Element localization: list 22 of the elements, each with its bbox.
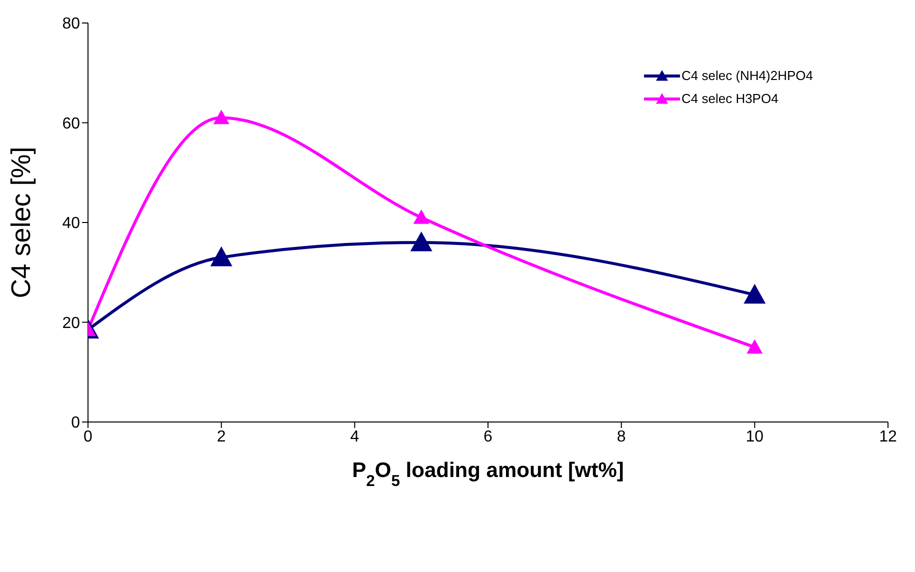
y-tick-label: 20 [62, 314, 80, 332]
y-tick-label: 0 [71, 414, 80, 432]
x-tick-label: 6 [484, 428, 493, 446]
point [410, 231, 432, 252]
x-tick-label: 4 [350, 428, 360, 446]
y-tick-label: 80 [62, 16, 80, 33]
x-tick-label: 2 [216, 428, 226, 446]
x-tick-label: 8 [616, 428, 626, 446]
point [744, 284, 766, 304]
legend-label: C4 selec (NH4)2HPO4 [682, 68, 813, 83]
y-axis-title: C4 selec [%] [6, 146, 36, 298]
x-tick-label: 10 [746, 428, 764, 446]
x-axis-title: P$_{2}$O$_{5}$ loading amount [wt%] [352, 459, 624, 490]
point [413, 210, 430, 224]
point [746, 339, 763, 354]
x-tick-label: 0 [84, 428, 93, 446]
y-tick-label: 40 [62, 215, 80, 232]
legend-label: C4 selec H3PO4 [682, 91, 778, 106]
y-tick-label: 60 [62, 115, 80, 132]
point [210, 246, 232, 266]
point [213, 110, 230, 124]
x-tick-label: 12 [879, 428, 897, 446]
